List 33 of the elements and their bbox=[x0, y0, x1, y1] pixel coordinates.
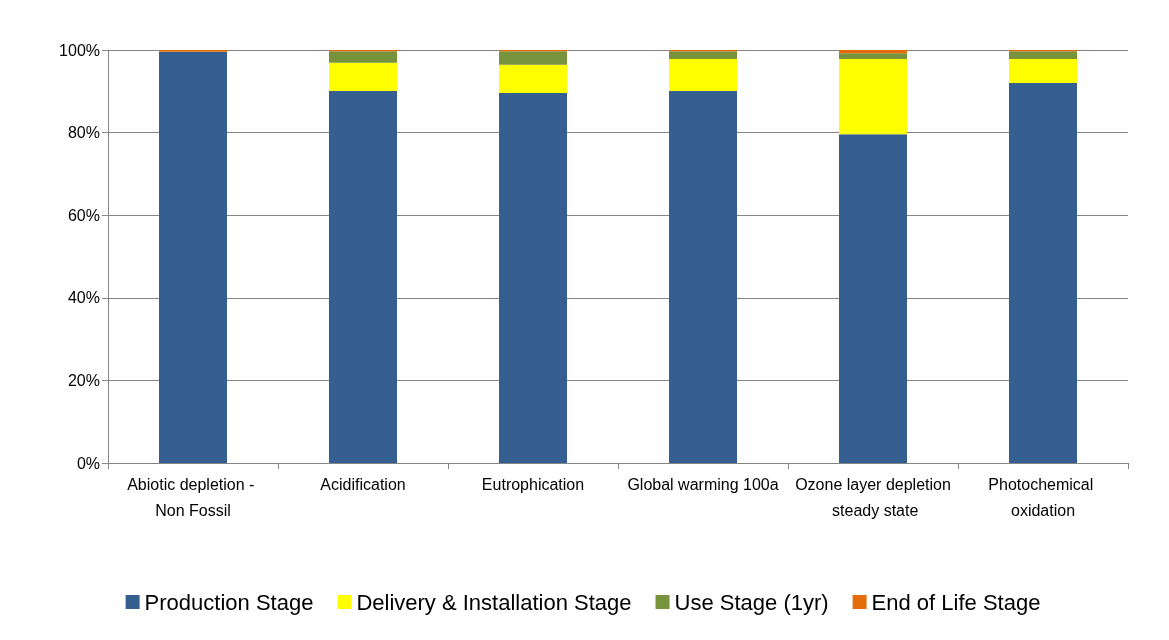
bar bbox=[159, 51, 227, 463]
legend-label: Delivery & Installation Stage bbox=[356, 589, 632, 615]
bar bbox=[839, 59, 907, 135]
bar bbox=[839, 53, 907, 60]
x-tick-label: Global warming 100a bbox=[627, 475, 779, 493]
bar bbox=[839, 134, 907, 463]
bar bbox=[329, 90, 397, 463]
bar bbox=[1009, 59, 1077, 84]
bar bbox=[1009, 83, 1077, 463]
bar bbox=[499, 64, 567, 93]
bar bbox=[669, 59, 737, 91]
y-tick-label: 0% bbox=[76, 454, 100, 472]
x-tick-label: Eutrophication bbox=[481, 475, 585, 493]
legend-label: Production Stage bbox=[144, 589, 314, 615]
bar bbox=[1009, 51, 1077, 60]
legend-label: End of Life Stage bbox=[871, 589, 1041, 615]
x-tick-label: Ozone layer depletion steady state bbox=[795, 475, 951, 519]
x-tick-label: Photochemical oxidation bbox=[988, 475, 1098, 519]
bar bbox=[329, 51, 397, 63]
bar bbox=[499, 51, 567, 65]
bar bbox=[669, 51, 737, 60]
y-tick-label: 20% bbox=[67, 371, 100, 389]
legend-label: Use Stage (1yr) bbox=[674, 589, 829, 615]
bar bbox=[669, 90, 737, 463]
bar bbox=[499, 92, 567, 463]
y-tick-label: 40% bbox=[67, 289, 100, 307]
y-tick-label: 80% bbox=[67, 124, 100, 142]
x-tick-label: Acidification bbox=[320, 475, 406, 493]
y-tick-label: 60% bbox=[67, 206, 100, 224]
bar bbox=[839, 50, 907, 54]
y-tick-label: 100% bbox=[59, 41, 100, 59]
x-tick-label: Abiotic depletion - Non Fossil bbox=[127, 475, 259, 519]
bar bbox=[329, 62, 397, 91]
